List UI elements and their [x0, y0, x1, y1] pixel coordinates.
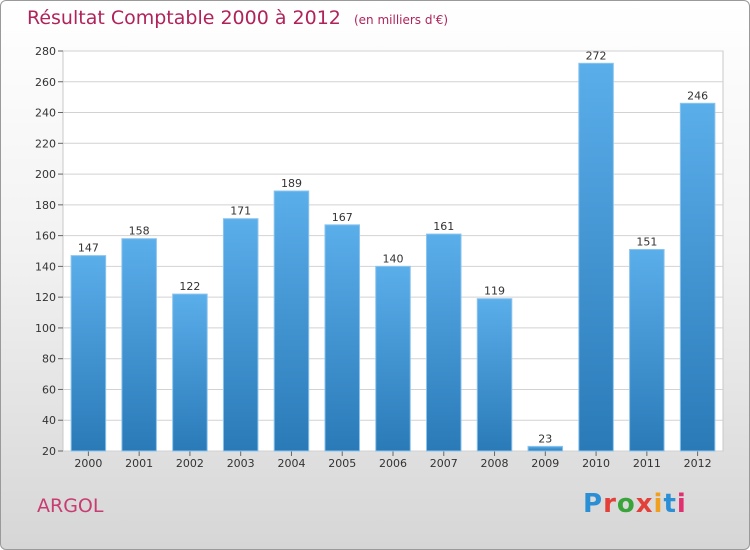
- value-label-2008: 119: [484, 285, 505, 298]
- value-label-2009: 23: [538, 432, 552, 445]
- value-label-2001: 158: [129, 225, 150, 238]
- y-tick-label-280: 280: [35, 45, 56, 58]
- x-tick-label-2001: 2001: [125, 457, 153, 470]
- x-tick-label-2002: 2002: [176, 457, 204, 470]
- y-tick-label-60: 60: [42, 383, 56, 396]
- value-label-2010: 272: [586, 49, 607, 62]
- bar-2005: [324, 224, 360, 452]
- value-label-2012: 246: [687, 89, 708, 102]
- value-label-2000: 147: [78, 242, 99, 255]
- value-label-2011: 151: [636, 235, 657, 248]
- bar-2008: [476, 298, 513, 452]
- y-tick-label-260: 260: [35, 76, 56, 89]
- x-tick-label-2008: 2008: [481, 457, 509, 470]
- y-tick-label-120: 120: [35, 291, 56, 304]
- y-tick-label-20: 20: [42, 445, 56, 458]
- bar-2004: [273, 190, 310, 452]
- value-label-2003: 171: [230, 205, 251, 218]
- value-label-2006: 140: [383, 252, 404, 265]
- logo-letter: t: [663, 489, 677, 519]
- logo-letter: x: [635, 489, 654, 519]
- bar-2011: [629, 248, 665, 452]
- bar-2006: [375, 265, 411, 452]
- bar-2007: [426, 233, 462, 452]
- logo-letter: i: [676, 489, 687, 519]
- chart-title-unit: (en milliers d'€): [353, 13, 449, 27]
- chart-title-main: Résultat Comptable 2000 à 2012: [27, 7, 341, 29]
- bar-2001: [121, 238, 157, 452]
- value-label-2005: 167: [332, 211, 353, 224]
- x-tick-label-2005: 2005: [328, 457, 356, 470]
- bar-2002: [172, 293, 208, 452]
- x-tick-label-2011: 2011: [633, 457, 661, 470]
- y-tick-label-200: 200: [35, 168, 56, 181]
- x-tick-label-2010: 2010: [582, 457, 610, 470]
- logo-letter: o: [616, 489, 636, 519]
- logo-letter: r: [603, 489, 617, 519]
- y-tick-label-160: 160: [35, 230, 56, 243]
- y-tick-label-240: 240: [35, 107, 56, 120]
- bar-2009: [527, 445, 564, 452]
- x-tick-label-2012: 2012: [684, 457, 712, 470]
- bar-2000: [70, 255, 107, 452]
- y-tick-label-100: 100: [35, 322, 56, 335]
- x-tick-label-2009: 2009: [531, 457, 559, 470]
- bar-2010: [578, 62, 614, 452]
- y-tick-label-40: 40: [42, 414, 56, 427]
- y-tick-label-140: 140: [35, 260, 56, 273]
- proxiti-logo: Proxiti: [583, 489, 687, 519]
- x-tick-label-2006: 2006: [379, 457, 407, 470]
- x-tick-label-2003: 2003: [227, 457, 255, 470]
- y-tick-label-180: 180: [35, 199, 56, 212]
- logo-letter: P: [583, 489, 604, 519]
- x-tick-label-2004: 2004: [277, 457, 305, 470]
- bar-2003: [222, 218, 259, 452]
- value-label-2007: 161: [433, 220, 454, 233]
- y-tick-label-80: 80: [42, 353, 56, 366]
- y-tick-label-220: 220: [35, 137, 56, 150]
- value-label-2004: 189: [281, 177, 302, 190]
- bar-2012: [679, 102, 716, 452]
- logo-letter: i: [653, 489, 664, 519]
- commune-name: ARGOL: [37, 495, 104, 517]
- x-tick-label-2000: 2000: [74, 457, 102, 470]
- x-tick-label-2007: 2007: [430, 457, 458, 470]
- value-label-2002: 122: [179, 280, 200, 293]
- chart-title: Résultat Comptable 2000 à 2012 (en milli…: [27, 7, 448, 29]
